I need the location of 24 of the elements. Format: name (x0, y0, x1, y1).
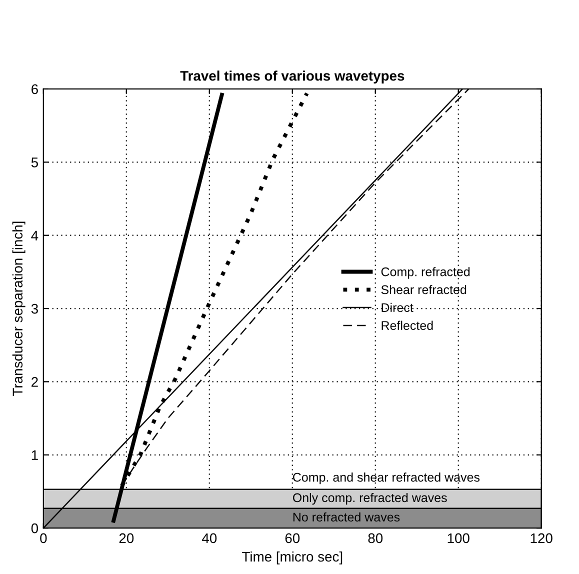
y-tick-label: 3 (31, 304, 38, 314)
legend-label: Direct (382, 302, 414, 312)
y-tick-label: 5 (31, 158, 38, 168)
x-tick-label: 120 (530, 533, 552, 544)
x-tick-label: 0 (40, 533, 47, 544)
annotation: Comp. and shear refracted waves (293, 472, 480, 484)
y-tick-label: 0 (31, 523, 38, 534)
band-label: Only comp. refracted waves (292, 492, 447, 505)
y-tick-label: 6 (32, 84, 38, 94)
x-axis-title: Time [micro sec] (242, 551, 342, 564)
legend-label: Comp. refracted (381, 267, 470, 279)
x-tick-label: 40 (202, 533, 217, 544)
x-tick-label: 100 (448, 533, 470, 544)
y-tick-label: 4 (31, 230, 38, 240)
y-axis-title: Transducer separation [inch] (12, 222, 26, 396)
band-label: No refracted waves (293, 512, 400, 522)
legend-label: Shear refracted (381, 284, 466, 294)
x-tick-label: 60 (285, 533, 300, 544)
x-tick-label: 20 (119, 533, 134, 544)
chart-title: Travel times of various wavetypes (180, 70, 404, 84)
x-tick-label: 80 (368, 533, 383, 544)
y-tick-label: 2 (32, 377, 38, 387)
legend-label: Reflected (382, 320, 433, 330)
y-tick-label: 1 (32, 450, 38, 460)
